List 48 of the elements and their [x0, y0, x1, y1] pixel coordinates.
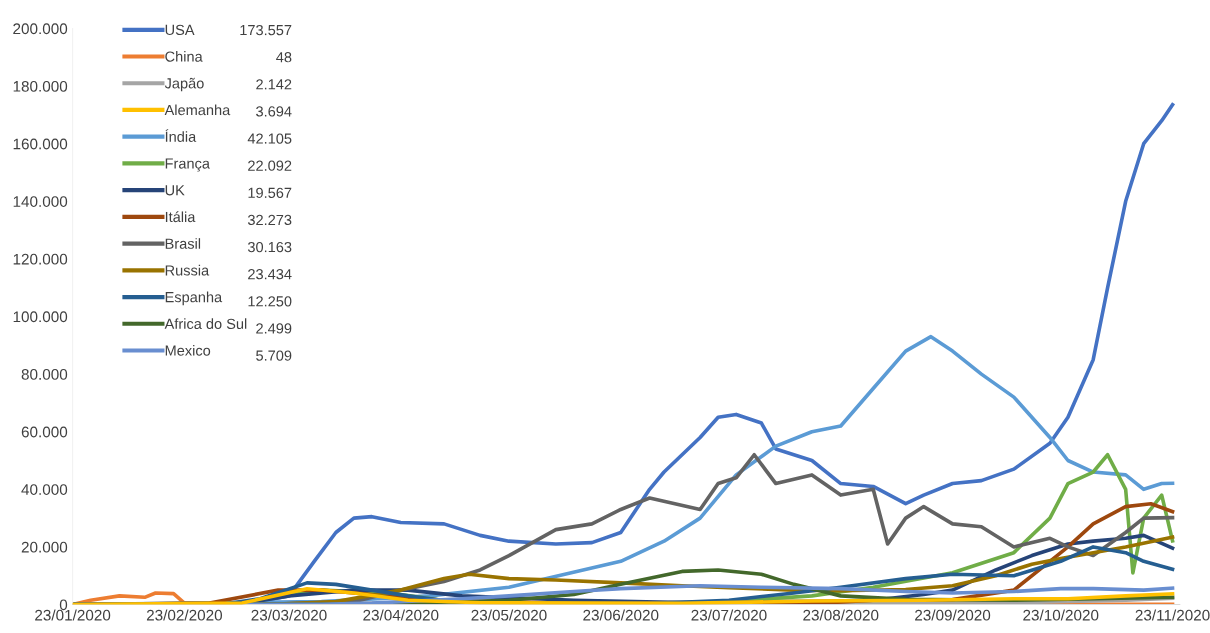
y-tick-label: 0: [59, 599, 68, 611]
x-tick-label: 23/04/2020: [363, 609, 439, 621]
legend-label: USA: [165, 24, 195, 36]
legend-label: Espanha: [165, 291, 223, 306]
annotation: 173.557: [240, 24, 292, 36]
x-tick-label: 23/07/2020: [691, 609, 767, 621]
y-tick-label: 180.000: [13, 80, 68, 92]
legend-label: Índia: [165, 129, 197, 142]
y-tick-label: 200.000: [13, 23, 68, 35]
annotation: 30.163: [247, 241, 292, 253]
legend-label: Itália: [165, 211, 196, 223]
legend-label: China: [165, 51, 203, 62]
legend-label: Brasil: [165, 238, 201, 249]
y-tick-label: 120.000: [13, 253, 68, 265]
y-tick-label: 160.000: [13, 138, 68, 150]
y-tick-label: 20.000: [21, 541, 68, 553]
x-tick-label: 23/09/2020: [915, 609, 991, 621]
legend-label: UK: [165, 185, 185, 196]
annotation: 32.273: [247, 214, 292, 226]
legend-label: Japão: [164, 77, 204, 92]
annotation: 2.142: [256, 79, 292, 90]
y-tick-label: 80.000: [21, 368, 68, 380]
x-tick-label: 23/01/2020: [35, 609, 111, 621]
x-tick-label: 23/02/2020: [146, 609, 223, 621]
annotation: 23.434: [248, 269, 292, 280]
legend-label: Russia: [165, 264, 210, 276]
annotation: 5.709: [256, 350, 292, 361]
y-tick-label: 100.000: [13, 311, 68, 323]
x-tick-label: 23/03/2020: [251, 609, 327, 621]
x-tick-label: 23/05/2020: [471, 609, 547, 621]
y-tick-label: 60.000: [21, 426, 68, 438]
x-tick-label: 23/06/2020: [583, 609, 659, 621]
legend-label: França: [165, 158, 210, 172]
legend-label: Alemanha: [164, 104, 231, 116]
x-tick-label: 23/08/2020: [803, 609, 879, 621]
y-tick-label: 40.000: [21, 484, 68, 495]
annotation: 22.092: [248, 160, 292, 171]
legend-label: Africa do Sul: [164, 318, 247, 330]
annotation: 19.567: [248, 187, 292, 198]
legend-label: Mexico: [165, 345, 211, 356]
annotation: 3.694: [256, 106, 292, 117]
x-tick-label: 23/10/2020: [1023, 609, 1099, 621]
annotation: 48: [276, 52, 292, 63]
annotation: 12.250: [248, 296, 292, 307]
x-tick-label: 23/11/2020: [1135, 609, 1210, 621]
annotation: 42.105: [247, 133, 292, 144]
annotation: 2.499: [256, 323, 292, 334]
y-tick-label: 140.000: [13, 196, 68, 207]
